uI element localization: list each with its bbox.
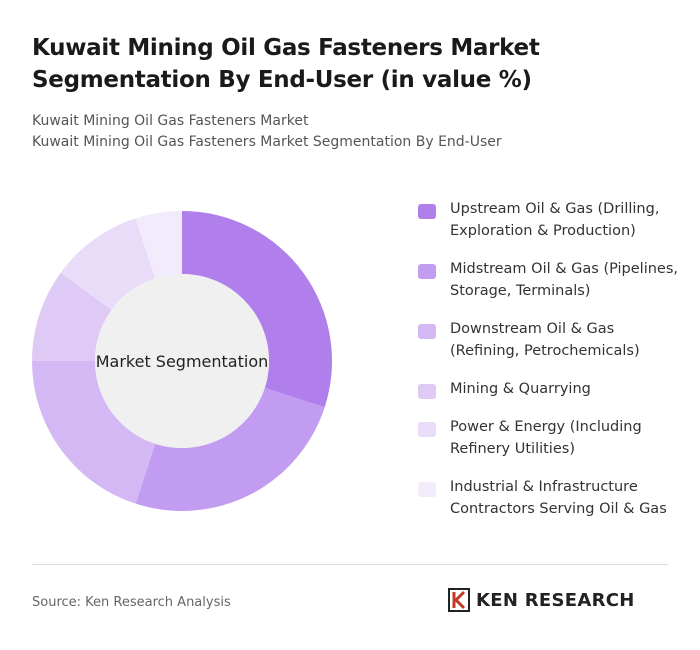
chart-title: Kuwait Mining Oil Gas Fasteners Market S… [32,35,540,93]
legend-swatch [418,482,436,497]
donut-hole [95,274,269,448]
legend-item: Industrial & Infrastructure Contractors … [418,476,688,520]
logo-icon [448,588,470,612]
donut-segment [32,272,112,361]
legend-item: Downstream Oil & Gas (Refining, Petroche… [418,318,688,362]
source: Source: Ken Research Analysis [32,595,231,610]
legend-label: Downstream Oil & Gas (Refining, Petroche… [450,321,640,359]
legend-label: Industrial & Infrastructure Contractors … [450,479,667,517]
donut-segment [182,211,332,408]
donut-segment [32,361,156,504]
brand-name: KEN RESEARCH [476,589,635,611]
legend-label: Upstream Oil & Gas (Drilling, Exploratio… [450,201,660,239]
legend-item: Power & Energy (Including Refinery Utili… [418,416,688,460]
legend-swatch [418,324,436,339]
subtitle: Kuwait Mining Oil Gas Fasteners Market S… [32,134,502,150]
donut-chart: Market Segmentation [32,211,332,512]
legend-swatch [418,204,436,219]
legend-swatch [418,384,436,399]
divider [32,564,668,565]
legend-label: Power & Energy (Including Refinery Utili… [450,419,642,457]
legend-item: Midstream Oil & Gas (Pipelines, Storage,… [418,258,688,302]
legend-swatch [418,264,436,279]
subtitle: Kuwait Mining Oil Gas Fasteners Market [32,113,309,129]
donut-segment [60,218,156,310]
center-label: Market Segmentation [96,352,269,371]
legend-label: Mining & Quarrying [450,381,591,397]
donut-segment [135,211,182,279]
legend-item: Upstream Oil & Gas (Drilling, Exploratio… [418,198,688,242]
legend: Upstream Oil & Gas (Drilling, Exploratio… [418,198,688,520]
brand-logo: KEN RESEARCH [448,588,635,612]
legend-swatch [418,422,436,437]
donut-segment [135,387,325,512]
legend-label: Midstream Oil & Gas (Pipelines, Storage,… [450,261,679,299]
legend-item: Mining & Quarrying [418,378,688,400]
